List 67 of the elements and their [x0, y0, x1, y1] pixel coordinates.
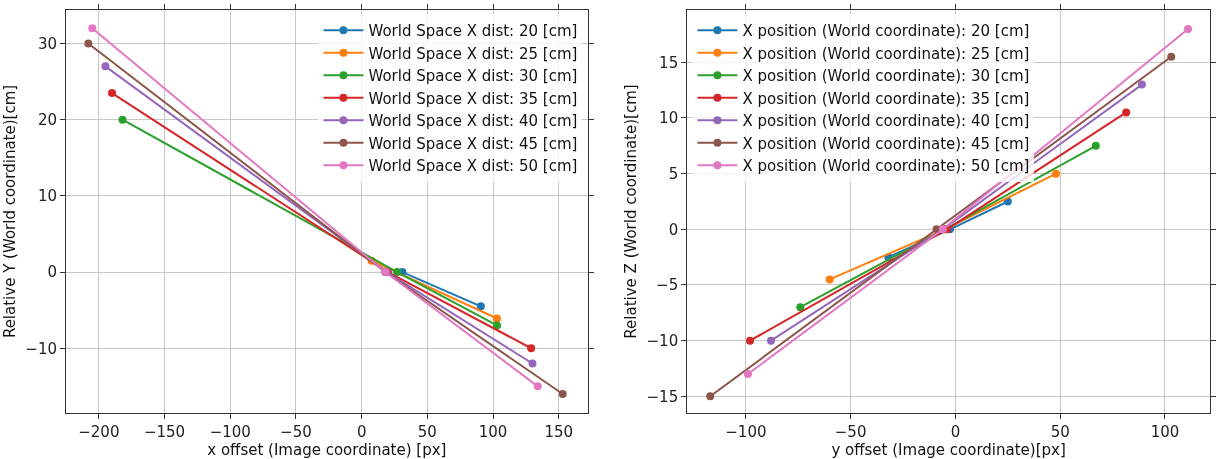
point — [706, 392, 715, 401]
legend-label: X position (World coordinate): 25 [cm] — [742, 44, 1030, 63]
x-axis-title: y offset (Image coordinate)[px] — [831, 441, 1066, 459]
x-axis-title: x offset (Image coordinate) [px] — [207, 441, 447, 459]
y-tick-label: 5 — [668, 164, 679, 183]
legend-label: World Space X dist: 35 [cm] — [368, 89, 578, 108]
x-tick-label: −50 — [280, 423, 312, 441]
point — [1184, 24, 1192, 33]
x-tick-label: −100 — [725, 423, 767, 441]
point — [1167, 52, 1176, 61]
legend-label: X position (World coordinate): 50 [cm] — [742, 157, 1030, 176]
y-tick-label: −10 — [25, 339, 57, 358]
point — [84, 39, 93, 48]
y-tick-label: 0 — [47, 263, 57, 282]
legend-label: X position (World coordinate): 20 [cm] — [742, 22, 1030, 41]
point — [767, 336, 776, 345]
point — [825, 275, 834, 284]
point — [527, 344, 536, 353]
x-tick-label: −200 — [78, 423, 120, 441]
point — [1091, 141, 1100, 150]
x-tick-label: −50 — [834, 423, 867, 441]
point — [393, 268, 402, 277]
legend-label: World Space X dist: 50 [cm] — [368, 157, 578, 176]
y-tick-label: 20 — [37, 110, 57, 129]
x-tick-label: 150 — [544, 423, 574, 441]
point — [1122, 108, 1131, 117]
legend-label: World Space X dist: 25 [cm] — [368, 44, 578, 63]
point — [746, 336, 755, 345]
legend-label: X position (World coordinate): 30 [cm] — [742, 67, 1030, 86]
x-tick-label: 50 — [1050, 423, 1070, 441]
y-tick-label: −15 — [646, 387, 679, 406]
point — [118, 115, 127, 124]
y-tick-label: 0 — [668, 220, 679, 239]
point — [107, 89, 116, 98]
point — [796, 303, 805, 312]
point — [528, 359, 537, 368]
y-tick-label: −10 — [646, 331, 679, 350]
legend-label: World Space X dist: 30 [cm] — [368, 67, 578, 86]
point — [88, 24, 97, 33]
x-tick-label: 0 — [356, 423, 367, 441]
legend-label: World Space X dist: 45 [cm] — [368, 134, 578, 153]
point — [743, 370, 752, 379]
x-tick-label: −100 — [209, 423, 251, 441]
y-axis-title: Relative Z (World coordinate)[cm] — [621, 84, 640, 339]
point — [476, 302, 485, 311]
point — [533, 382, 542, 391]
y-tick-label: −5 — [656, 276, 679, 295]
y-tick-label: 15 — [659, 53, 679, 72]
legend-label: World Space X dist: 20 [cm] — [368, 22, 578, 41]
x-tick-label: 50 — [417, 423, 437, 441]
x-tick-label: −150 — [143, 423, 186, 441]
legend-label: World Space X dist: 40 [cm] — [368, 112, 578, 131]
point — [493, 321, 501, 330]
y-tick-label: 10 — [37, 187, 57, 206]
x-tick-label: 100 — [478, 423, 508, 441]
y-tick-label: 30 — [37, 34, 57, 53]
point — [1051, 169, 1060, 178]
point — [558, 389, 567, 398]
x-tick-label: 0 — [950, 423, 961, 441]
legend-label: X position (World coordinate): 40 [cm] — [742, 112, 1030, 131]
legend-label: X position (World coordinate): 45 [cm] — [742, 134, 1030, 153]
y-tick-label: 10 — [659, 109, 679, 128]
y-axis-title: Relative Y (World coordinate)[cm] — [0, 84, 19, 339]
legend-label: X position (World coordinate): 35 [cm] — [742, 89, 1030, 108]
point — [101, 62, 110, 71]
point — [1137, 80, 1146, 89]
x-tick-label: 100 — [1150, 423, 1180, 441]
